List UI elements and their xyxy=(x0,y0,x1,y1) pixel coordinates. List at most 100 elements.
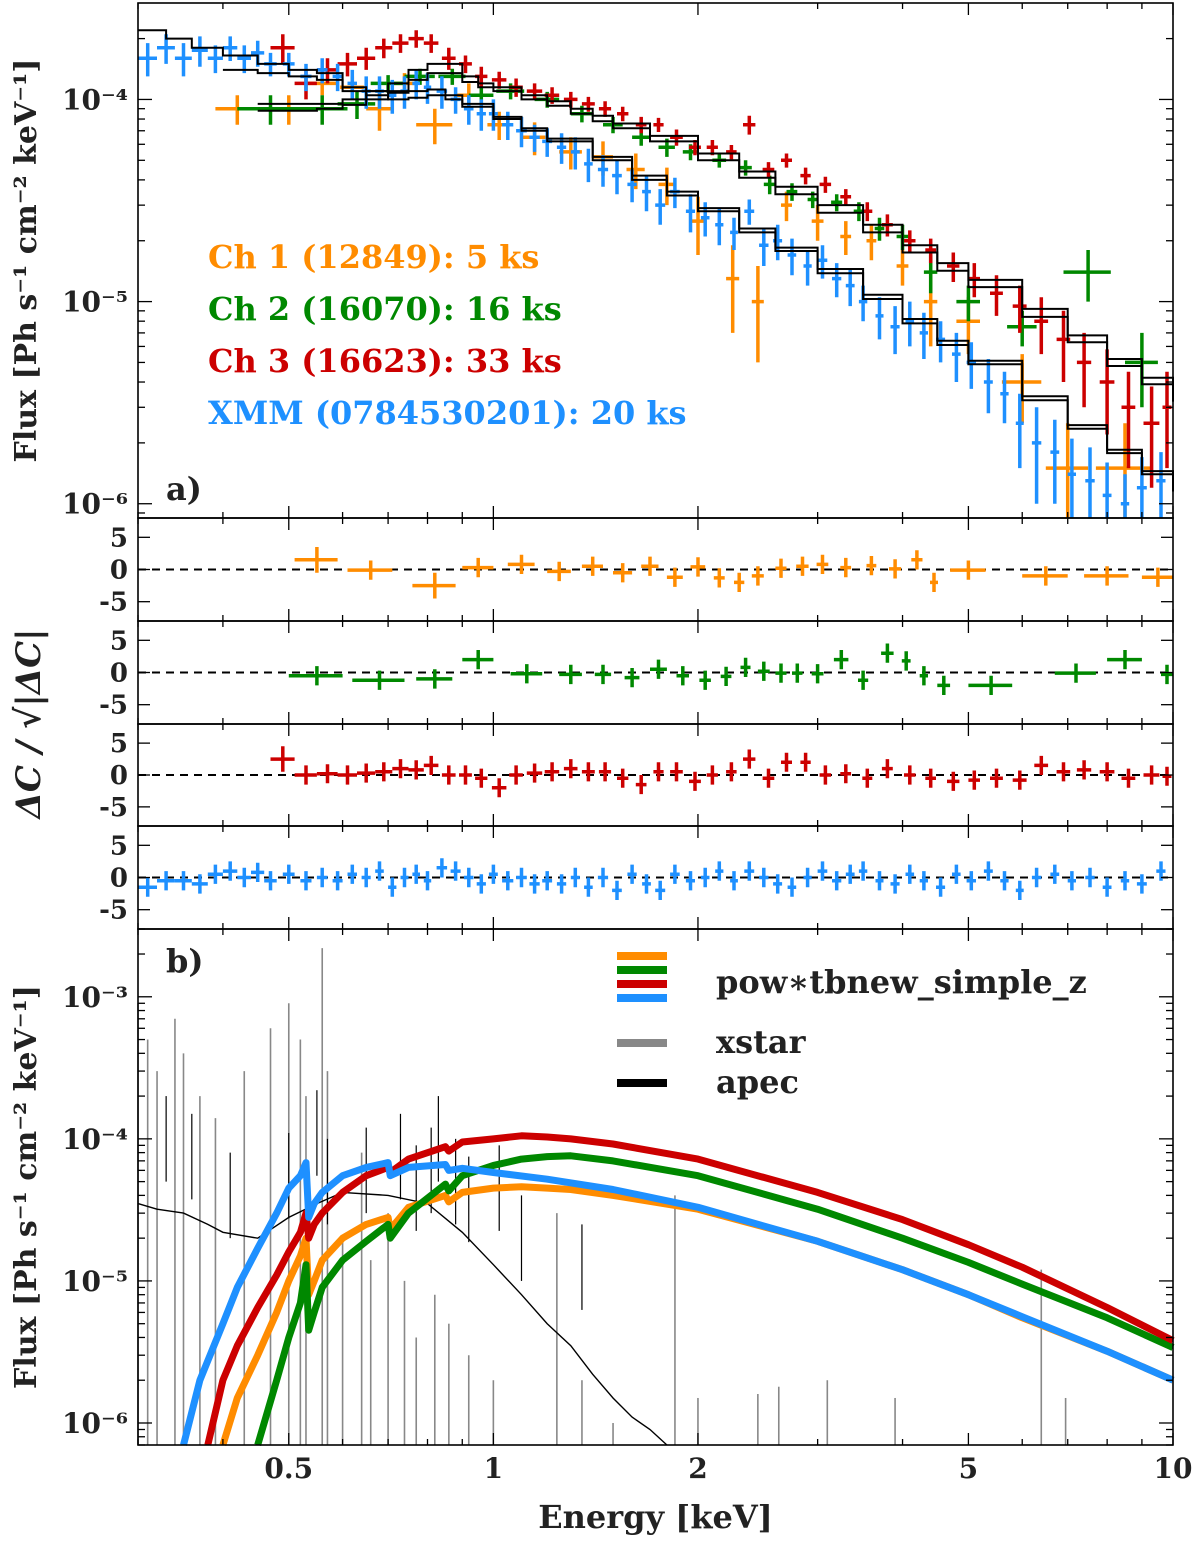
panel-a-ch3-point-3 xyxy=(337,52,357,77)
residual-xmm-point-44 xyxy=(773,874,783,894)
residual-ch2-point-20 xyxy=(901,651,911,671)
residual-ch2-point-9 xyxy=(676,666,689,686)
residual-ch1-point-22 xyxy=(950,560,986,580)
panel-b-y-tick-label: 10⁻⁴ xyxy=(62,1123,128,1156)
residual-xmm-point-28 xyxy=(542,871,553,891)
residual-ch3-point-30 xyxy=(819,765,832,785)
panel-a-xmm-point-33 xyxy=(612,160,622,195)
residual-ch3-point-13 xyxy=(509,765,523,785)
residual-y-tick-label: 0 xyxy=(110,659,128,689)
residual-xmm-point-8 xyxy=(264,871,277,891)
residual-ch3-point-27 xyxy=(762,768,775,788)
panel-a-ch3-point-34 xyxy=(904,230,916,253)
panel-a-xmm-point-63 xyxy=(1067,438,1076,518)
residual-xmm-point-24 xyxy=(488,864,498,884)
panel-a-ch2-point-21 xyxy=(874,217,885,241)
panel-a-xmm-point-43 xyxy=(759,228,769,266)
residual-ch1-point-12 xyxy=(734,572,745,592)
residual-ch1-point-20 xyxy=(911,550,923,570)
panel-a-xmm-point-35 xyxy=(642,175,651,212)
panel-a-xmm-point-5 xyxy=(222,36,238,61)
residual-ch2-point-21 xyxy=(919,666,928,686)
residual-ch1-point-1 xyxy=(347,560,393,580)
residual-ch3-point-25 xyxy=(726,762,737,782)
panel-a-ch3-point-18 xyxy=(598,101,612,117)
panel-a-xmm-point-18 xyxy=(412,69,420,100)
panel-a-ch3-point-19 xyxy=(617,106,629,122)
residual-y-tick-label: 0 xyxy=(110,761,128,791)
residual-xmm-point-23 xyxy=(476,874,486,894)
residual-xmm-point-5 xyxy=(222,861,238,881)
residual-xmm-point-15 xyxy=(375,861,384,881)
residual-xmm-point-61 xyxy=(1031,867,1042,888)
residual-ch3-point-2 xyxy=(316,764,338,784)
residual-xmm-point-51 xyxy=(875,871,884,891)
panel-a-ch3-point-7 xyxy=(408,30,424,48)
residual-ch2-point-12 xyxy=(740,657,751,677)
residual-xmm-point-50 xyxy=(858,861,868,881)
x-tick-label-1: 1 xyxy=(484,1452,503,1485)
residual-y-tick-label: 5 xyxy=(110,523,128,553)
residual-xmm-point-33 xyxy=(612,880,622,900)
residual-ch2-point-18 xyxy=(858,670,869,690)
residual-ch1-point-17 xyxy=(840,557,852,578)
residual-ch1-point-14 xyxy=(775,558,787,578)
residual-ch3-point-15 xyxy=(544,762,560,782)
panel-a-legend-entry-0: Ch 1 (12849): 5 ks xyxy=(208,238,539,276)
panel-a-xmm-point-49 xyxy=(845,269,855,307)
residual-ch1-point-7 xyxy=(613,563,633,583)
residual-ch3-point-5 xyxy=(375,762,393,782)
residual-xmm-point-39 xyxy=(700,867,710,888)
residual-xmm-point-57 xyxy=(966,871,976,891)
residual-ch1-point-4 xyxy=(507,554,535,574)
residual-xmm-point-46 xyxy=(803,867,812,888)
residual-xmm-point-37 xyxy=(670,864,680,884)
panel-a-ch1-point-6 xyxy=(416,108,453,145)
residual-xmm-point-26 xyxy=(516,867,527,888)
residual-ch1-point-19 xyxy=(889,559,902,579)
panel-a-xmm-point-61 xyxy=(1031,407,1042,504)
panel-a-xmm-point-36 xyxy=(655,189,666,225)
residual-y-tick-label: -5 xyxy=(99,691,128,721)
residual-ch3-point-44 xyxy=(1121,768,1136,788)
residual-ch3-point-43 xyxy=(1099,762,1115,782)
residual-xmm-point-64 xyxy=(1085,867,1095,888)
panel-a-xmm-point-64 xyxy=(1085,447,1095,518)
residual-panels xyxy=(138,547,1173,900)
panel-a-ch3-point-27 xyxy=(762,162,775,178)
panel-a-xmm-point-46 xyxy=(803,250,812,286)
residual-ch2-point-5 xyxy=(559,664,582,685)
residual-xmm-point-7 xyxy=(251,862,265,882)
panel-b-y-tick-label: 10⁻⁶ xyxy=(62,1407,128,1440)
panel-a-xmm-point-30 xyxy=(570,137,580,170)
panel-a-legend-entry-3: XMM (0784530201): 20 ks xyxy=(208,394,687,432)
residual-xmm-point-31 xyxy=(584,877,593,897)
panel-a-ch3-point-14 xyxy=(526,83,543,100)
panel-a-xmm-point-40 xyxy=(715,208,724,246)
panel-a-model-xmm_model2 xyxy=(222,68,1174,492)
panel-a-ch3-point-39 xyxy=(1012,285,1027,333)
residual-xmm-point-22 xyxy=(463,867,474,888)
residual-ch1-point-25 xyxy=(1141,567,1173,587)
residual-ch3-point-1 xyxy=(294,765,317,785)
residual-ch3-point-38 xyxy=(990,768,1003,788)
residual-y-tick-label: 5 xyxy=(110,729,128,759)
residual-xmm-point-48 xyxy=(832,871,842,891)
residual-ch3-point-14 xyxy=(526,763,543,783)
residual-ch3-point-7 xyxy=(408,760,424,780)
legend-label-pow: pow∗tbnew_simple_z xyxy=(716,963,1087,1001)
residual-xmm-point-35 xyxy=(642,874,651,894)
panel-a-ch3-point-30 xyxy=(819,176,832,193)
residual-xmm-point-59 xyxy=(1000,871,1009,891)
panel-a-ch3-point-4 xyxy=(357,47,376,70)
residual-xmm-point-3 xyxy=(191,874,208,894)
residual-ch3-point-33 xyxy=(881,759,893,779)
panel-a-xmm-point-12 xyxy=(332,63,343,92)
panel-a-ch3-point-38 xyxy=(990,275,1003,316)
panel-a-ch3-point-26 xyxy=(743,115,756,135)
panel-a-model-chandra_bright xyxy=(257,62,1174,394)
panel-a-ch3-point-31 xyxy=(840,189,852,206)
residual-ch3-point-21 xyxy=(653,762,664,782)
residual-xmm-point-40 xyxy=(715,861,724,881)
